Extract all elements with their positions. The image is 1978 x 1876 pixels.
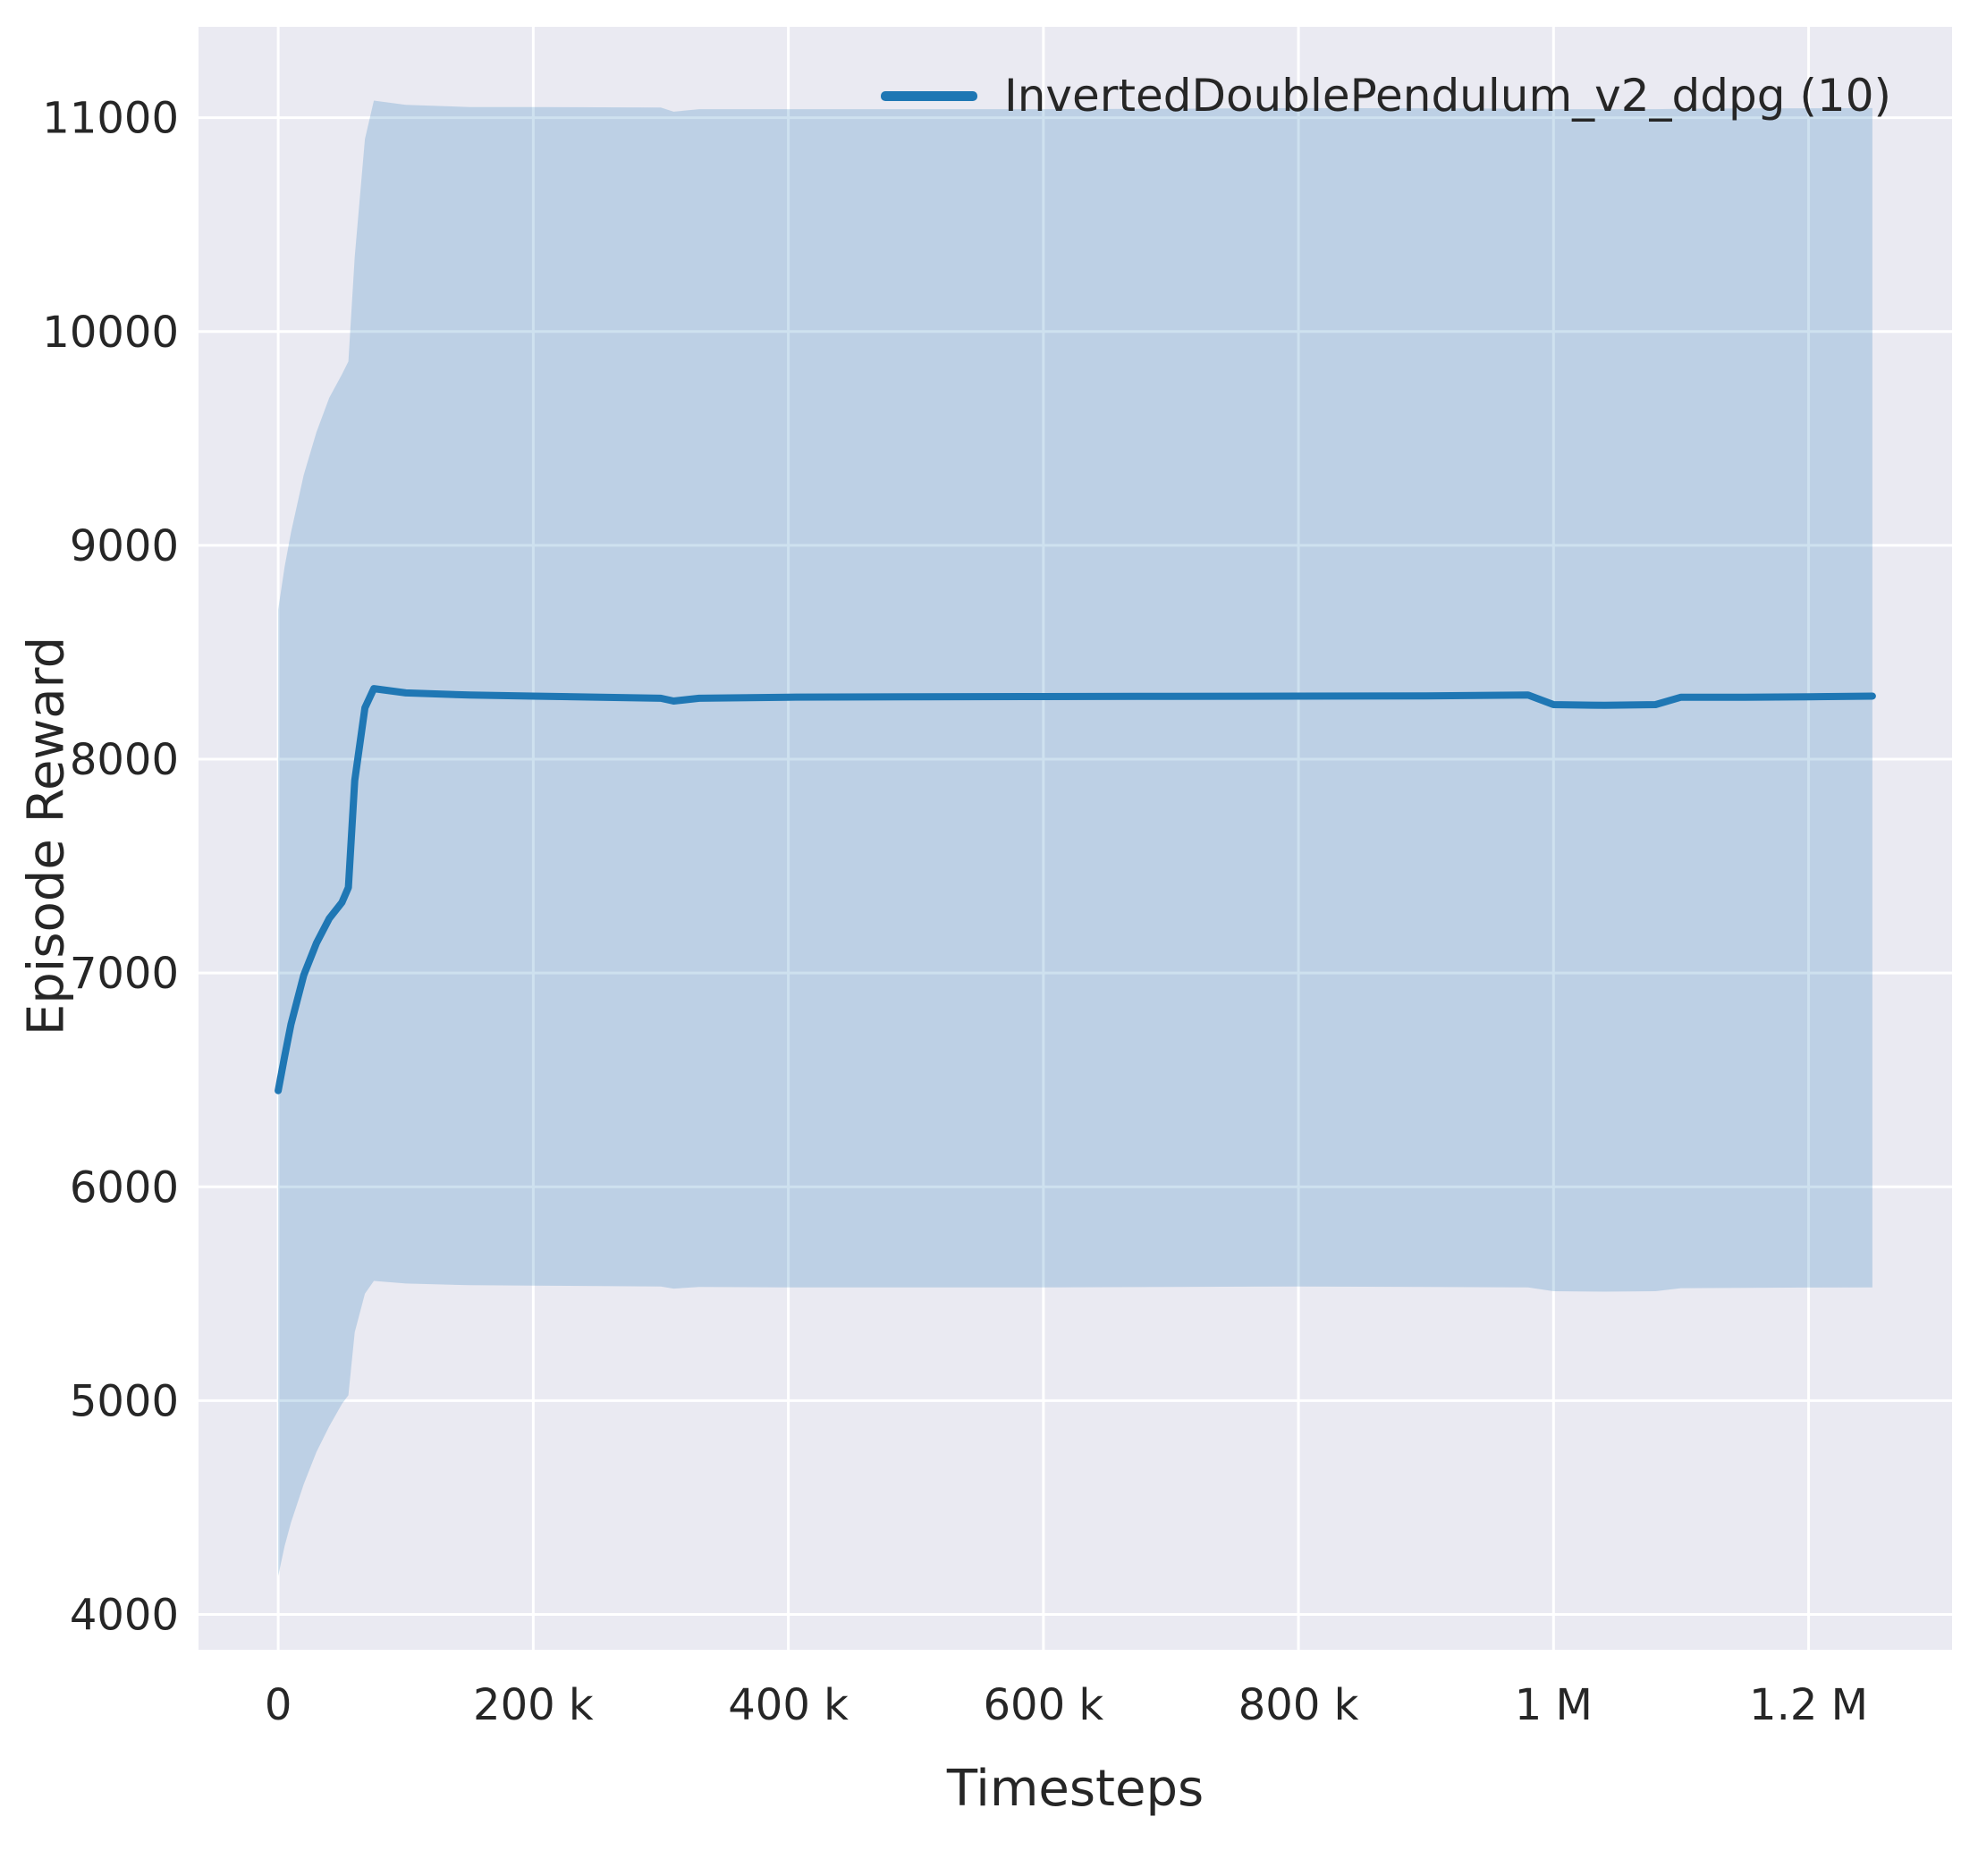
mean-line — [275, 685, 1876, 1094]
y-tick-label: 4000 — [70, 1591, 179, 1641]
legend-label: InvertedDoublePendulum_v2_ddpg (10) — [1004, 70, 1892, 122]
y-tick-label: 5000 — [70, 1376, 179, 1426]
x-tick-label: 600 k — [984, 1680, 1104, 1730]
y-tick-label: 7000 — [70, 949, 179, 999]
x-tick-label: 800 k — [1238, 1680, 1359, 1730]
x-tick-label: 400 k — [728, 1680, 849, 1730]
legend: InvertedDoublePendulum_v2_ddpg (10) — [881, 70, 1891, 122]
y-axis-label: Episode Reward — [17, 636, 76, 1036]
plot-background — [199, 27, 1952, 1650]
x-axis-label: Timesteps — [946, 1760, 1205, 1818]
y-tick-label: 6000 — [70, 1162, 179, 1213]
x-tick-label: 0 — [265, 1680, 292, 1730]
y-tick-label: 11000 — [42, 94, 179, 144]
confidence-band — [278, 100, 1872, 1576]
x-tick-label: 1 M — [1515, 1680, 1593, 1730]
x-tick-label: 200 k — [473, 1680, 594, 1730]
x-tick-label: 1.2 M — [1749, 1680, 1868, 1730]
legend-line-swatch — [881, 90, 977, 101]
y-tick-label: 10000 — [42, 308, 179, 358]
y-tick-label: 8000 — [70, 735, 179, 785]
y-tick-label: 9000 — [70, 521, 179, 571]
